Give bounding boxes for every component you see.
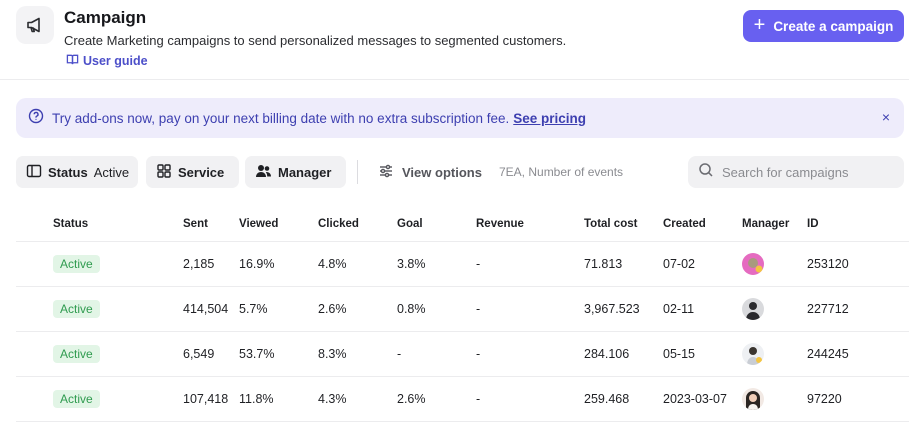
revenue-value: - — [476, 347, 481, 361]
table-row[interactable]: Active 414,504 5.7% 2.6% 0.8% - 3,967.52… — [16, 287, 909, 332]
clicked-value: 4.3% — [318, 392, 347, 406]
filter-bar: Status Active Service Manager — [16, 156, 904, 188]
sent-value: 6,549 — [183, 347, 215, 361]
sent-value: 107,418 — [183, 392, 229, 406]
column-header-revenue[interactable]: Revenue — [476, 218, 524, 230]
column-header-status[interactable]: Status — [53, 218, 89, 230]
create-campaign-label: Create a campaign — [773, 18, 894, 34]
search-box — [688, 156, 904, 188]
service-filter[interactable]: Service — [146, 156, 239, 188]
column-header-total-cost[interactable]: Total cost — [584, 218, 638, 230]
goal-value: - — [397, 347, 402, 361]
created-value: 2023-03-07 — [663, 392, 727, 406]
plus-icon: + — [753, 14, 766, 36]
table-row[interactable]: Active 107,418 11.8% 4.3% 2.6% - 259.468… — [16, 377, 909, 422]
addon-banner: Try add-ons now, pay on your next billin… — [16, 98, 904, 138]
view-options-button[interactable]: View options — [378, 156, 482, 188]
search-icon — [698, 162, 714, 183]
service-filter-label: Service — [178, 164, 225, 180]
avatar[interactable] — [742, 298, 764, 320]
avatar[interactable] — [742, 388, 764, 410]
total-cost-value: 284.106 — [584, 347, 630, 361]
manager-filter-label: Manager — [278, 164, 332, 180]
status-badge: Active — [53, 345, 100, 363]
user-guide-label: User guide — [83, 54, 148, 68]
id-value: 227712 — [807, 302, 849, 316]
page-header: Campaign Create Marketing campaigns to s… — [0, 0, 909, 80]
book-icon — [66, 53, 79, 69]
id-value: 253120 — [807, 257, 849, 271]
column-header-created[interactable]: Created — [663, 218, 706, 230]
status-filter[interactable]: Status Active — [16, 156, 138, 188]
viewed-value: 16.9% — [239, 257, 275, 271]
viewed-value: 53.7% — [239, 347, 275, 361]
created-value: 07-02 — [663, 257, 695, 271]
viewed-value: 11.8% — [239, 392, 274, 406]
sent-value: 414,504 — [183, 302, 229, 316]
goal-value: 2.6% — [397, 392, 426, 406]
search-input[interactable] — [722, 164, 892, 180]
megaphone-icon — [16, 6, 54, 44]
revenue-value: - — [476, 302, 481, 316]
create-campaign-button[interactable]: + Create a campaign — [743, 10, 904, 42]
column-header-goal[interactable]: Goal — [397, 218, 423, 230]
close-icon[interactable]: × — [881, 109, 890, 125]
grid-icon — [156, 163, 172, 182]
user-guide-link[interactable]: User guide — [66, 53, 148, 69]
filter-divider — [357, 160, 358, 184]
table-row[interactable]: Active 2,185 16.9% 4.8% 3.8% - 71.813 07… — [16, 242, 909, 287]
column-header-clicked[interactable]: Clicked — [318, 218, 359, 230]
avatar[interactable] — [742, 253, 764, 275]
table-row[interactable]: Active 6,549 53.7% 8.3% - - 284.106 05-1… — [16, 332, 909, 377]
sliders-icon — [378, 163, 394, 182]
clicked-value: 4.8% — [318, 257, 347, 271]
status-badge: Active — [53, 390, 100, 408]
status-badge: Active — [53, 300, 100, 318]
created-value: 05-15 — [663, 347, 695, 361]
column-header-sent[interactable]: Sent — [183, 218, 208, 230]
sent-value: 2,185 — [183, 257, 215, 271]
status-badge: Active — [53, 255, 100, 273]
revenue-value: - — [476, 392, 481, 406]
created-value: 02-11 — [663, 302, 695, 316]
manager-filter[interactable]: Manager — [245, 156, 346, 188]
id-value: 244245 — [807, 347, 849, 361]
id-value: 97220 — [807, 392, 842, 406]
clicked-value: 8.3% — [318, 347, 347, 361]
table-header: Status Sent Viewed Clicked Goal Revenue … — [16, 208, 909, 242]
status-filter-value: Active — [93, 164, 130, 180]
clicked-value: 2.6% — [318, 302, 347, 316]
view-options-label: View options — [402, 164, 482, 180]
columns-icon — [26, 163, 42, 182]
column-header-manager[interactable]: Manager — [742, 218, 790, 230]
banner-text: Try add-ons now, pay on your next billin… — [52, 110, 510, 126]
total-cost-value: 71.813 — [584, 257, 623, 271]
see-pricing-link[interactable]: See pricing — [513, 110, 587, 126]
page-description: Create Marketing campaigns to send perso… — [64, 33, 567, 48]
users-icon — [255, 163, 272, 182]
column-header-id[interactable]: ID — [807, 218, 819, 230]
column-header-viewed[interactable]: Viewed — [239, 218, 279, 230]
avatar[interactable] — [742, 343, 764, 365]
campaign-table: Status Sent Viewed Clicked Goal Revenue … — [16, 208, 909, 422]
goal-value: 3.8% — [397, 257, 426, 271]
total-cost-value: 3,967.523 — [584, 302, 640, 316]
status-filter-label: Status — [48, 164, 88, 180]
page-title: Campaign — [64, 8, 147, 27]
total-cost-value: 259.468 — [584, 392, 630, 406]
viewed-value: 5.7% — [239, 302, 268, 316]
revenue-value: - — [476, 257, 481, 271]
view-options-summary: 7EA, Number of events — [499, 165, 624, 179]
goal-value: 0.8% — [397, 302, 426, 316]
help-circle-icon — [28, 108, 44, 129]
